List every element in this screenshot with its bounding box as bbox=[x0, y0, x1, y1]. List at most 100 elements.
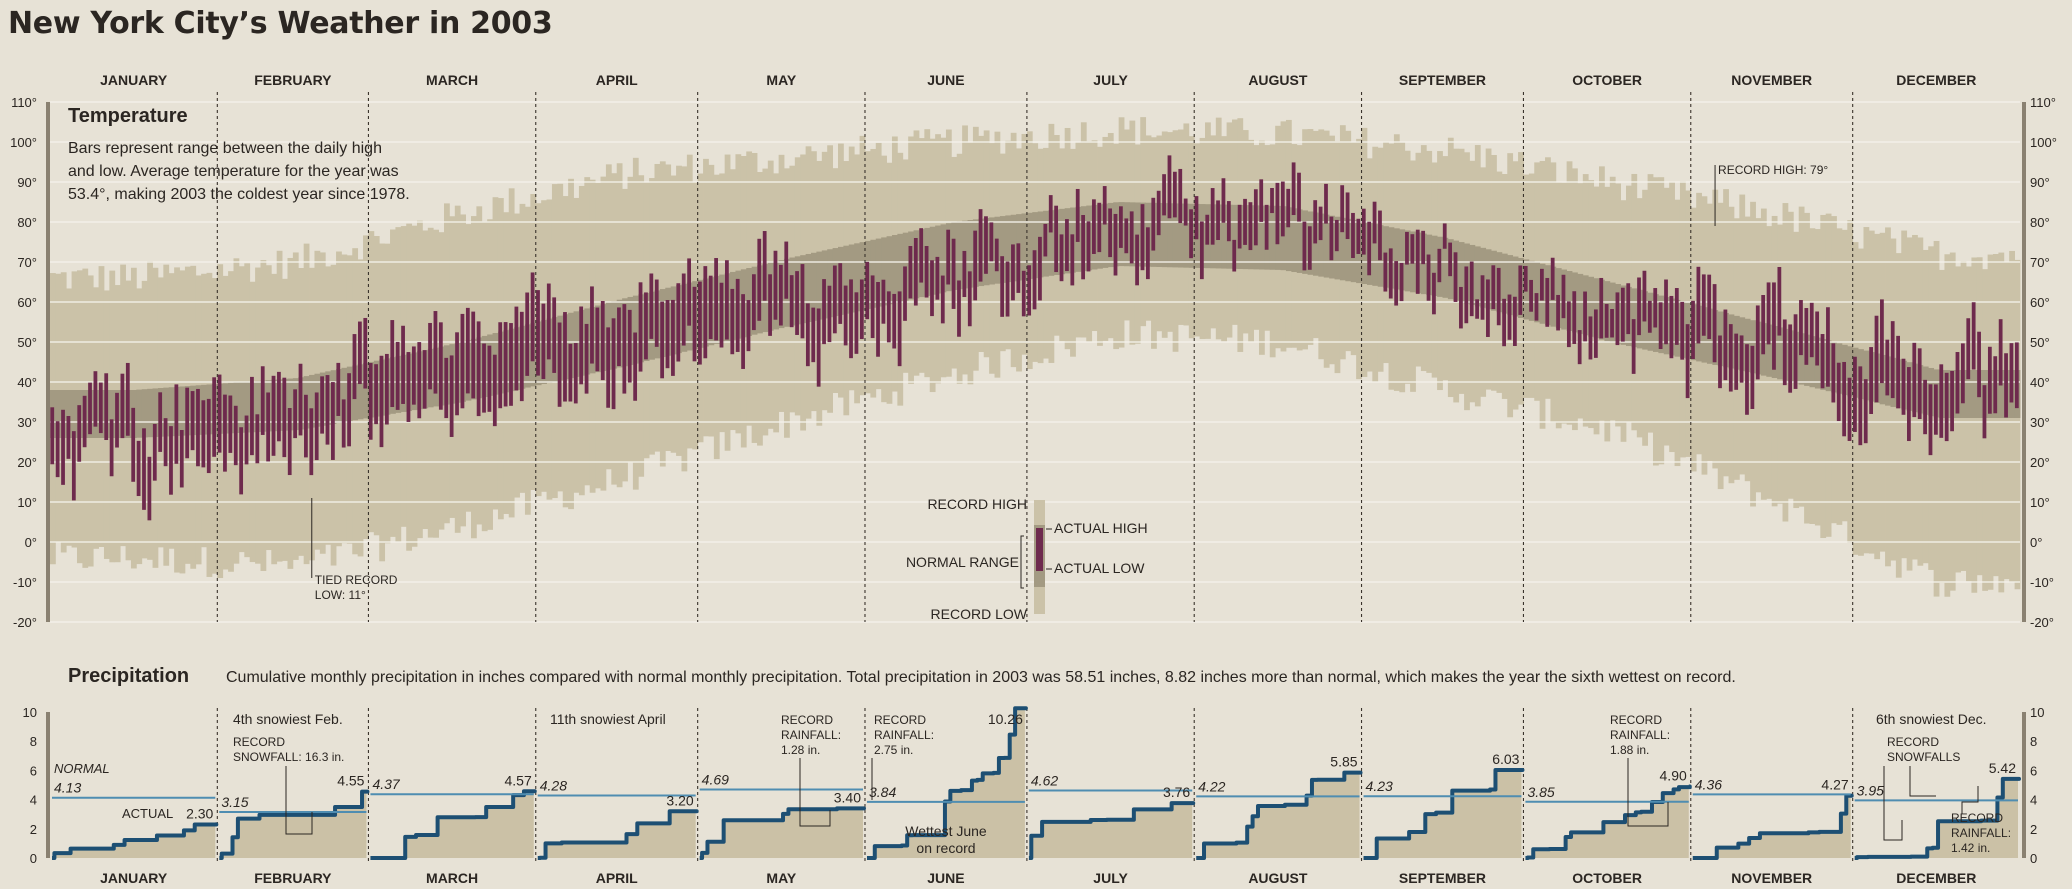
daily-temperature-bar bbox=[1097, 202, 1102, 253]
daily-temperature-bar bbox=[1275, 182, 1280, 245]
daily-temperature-bar bbox=[228, 395, 233, 453]
daily-temperature-bar bbox=[1140, 204, 1145, 271]
daily-temperature-bar bbox=[1761, 295, 1766, 355]
precip-normal-value: 4.36 bbox=[1695, 776, 1722, 792]
daily-temperature-bar bbox=[1361, 208, 1366, 255]
normal-range-bar bbox=[940, 224, 947, 293]
daily-temperature-bar bbox=[50, 407, 55, 465]
precip-normal-value: 4.37 bbox=[372, 776, 400, 792]
legend-actual-low-label: ACTUAL LOW bbox=[1054, 560, 1145, 576]
daily-temperature-bar bbox=[849, 279, 853, 359]
daily-temperature-bar bbox=[336, 362, 341, 416]
daily-temperature-bar bbox=[417, 342, 422, 419]
daily-temperature-bar bbox=[406, 352, 411, 422]
precip-normal-value: 3.84 bbox=[869, 784, 896, 800]
record-range-bar bbox=[1955, 266, 1962, 573]
daily-temperature-bar bbox=[1691, 300, 1695, 360]
main-title: New York City’s Weather in 2003 bbox=[8, 6, 553, 41]
june-wettest-label: Wettest June bbox=[905, 823, 987, 839]
daily-temperature-bar bbox=[1513, 296, 1517, 347]
daily-temperature-bar bbox=[1804, 308, 1809, 365]
precip-y-tick-right: 2 bbox=[2030, 822, 2037, 837]
precip-actual-line bbox=[866, 706, 1028, 860]
normal-range-bar bbox=[141, 389, 148, 438]
left-axis-bar bbox=[46, 102, 50, 622]
daily-temperature-bar bbox=[1944, 372, 1949, 442]
daily-temperature-bar bbox=[525, 292, 530, 376]
daily-temperature-bar bbox=[660, 301, 665, 379]
daily-temperature-bar bbox=[1869, 347, 1874, 415]
daily-temperature-bar bbox=[1226, 201, 1231, 242]
daily-temperature-bar bbox=[946, 229, 951, 285]
normal-range-bar bbox=[816, 251, 823, 320]
daily-temperature-bar bbox=[1378, 210, 1382, 261]
precip-normal-value: 4.69 bbox=[702, 772, 729, 788]
daily-temperature-bar bbox=[1442, 223, 1447, 249]
daily-temperature-bar bbox=[82, 395, 87, 448]
month-label-bottom: OCTOBER bbox=[1572, 870, 1642, 886]
daily-temperature-bar bbox=[951, 238, 956, 309]
precip-y-tick-right: 0 bbox=[2030, 851, 2037, 866]
daily-temperature-bar bbox=[1529, 279, 1533, 312]
daily-temperature-bar bbox=[1674, 288, 1679, 345]
normal-range-bar bbox=[136, 389, 143, 438]
month-label-top: DECEMBER bbox=[1896, 72, 1976, 88]
daily-temperature-bar bbox=[244, 415, 249, 465]
daily-temperature-bar bbox=[897, 291, 902, 367]
precip-y-tick-right: 6 bbox=[2030, 763, 2037, 778]
precip-y-tick-left: 2 bbox=[30, 822, 37, 837]
normal-range-bar bbox=[1167, 203, 1174, 268]
record-high-annotation: RECORD HIGH: 79° bbox=[1718, 163, 1828, 177]
precip-normal-value: 4.22 bbox=[1198, 778, 1225, 794]
daily-temperature-bar bbox=[444, 357, 449, 419]
daily-temperature-bar bbox=[730, 288, 735, 355]
daily-temperature-bar bbox=[266, 392, 271, 462]
daily-temperature-bar bbox=[1054, 205, 1059, 273]
daily-temperature-bar bbox=[1664, 279, 1668, 345]
month-label-top: JANUARY bbox=[100, 72, 168, 88]
daily-temperature-bar bbox=[223, 394, 227, 472]
daily-temperature-bar bbox=[1124, 218, 1129, 254]
daily-temperature-bar bbox=[1826, 307, 1830, 387]
daily-temperature-bar bbox=[1432, 272, 1436, 315]
daily-temperature-bar bbox=[719, 282, 724, 348]
y-tick-label-right: 20° bbox=[2030, 455, 2050, 470]
y-tick-label-left: 70° bbox=[17, 255, 37, 270]
daily-temperature-bar bbox=[584, 323, 589, 394]
daily-temperature-bar bbox=[1405, 231, 1409, 265]
daily-temperature-bar bbox=[1145, 227, 1150, 280]
precip-actual-line bbox=[699, 806, 866, 860]
daily-temperature-bar bbox=[881, 279, 886, 324]
normal-range-bar bbox=[1280, 206, 1287, 271]
daily-temperature-bar bbox=[795, 271, 799, 335]
normal-range-bar bbox=[179, 386, 186, 436]
normal-range-bar bbox=[854, 243, 860, 312]
daily-temperature-bar bbox=[1566, 301, 1571, 348]
month-label-bottom: APRIL bbox=[596, 870, 638, 886]
y-tick-label-left: 30° bbox=[17, 415, 37, 430]
daily-temperature-bar bbox=[1129, 211, 1134, 264]
daily-temperature-bar bbox=[390, 320, 395, 408]
daily-temperature-bar bbox=[136, 440, 141, 497]
daily-temperature-bar bbox=[1480, 275, 1485, 320]
precip-actual-area bbox=[370, 791, 535, 858]
daily-temperature-bar bbox=[1491, 265, 1496, 310]
normal-range-bar bbox=[1507, 255, 1514, 316]
daily-temperature-bar bbox=[935, 256, 940, 300]
oct-rain-label: RECORD bbox=[1610, 713, 1662, 727]
daily-temperature-bar bbox=[568, 343, 573, 402]
normal-range-bar bbox=[1102, 203, 1109, 268]
daily-temperature-bar bbox=[55, 421, 60, 478]
daily-temperature-bar bbox=[1982, 385, 1987, 439]
daily-temperature-bar bbox=[827, 285, 832, 343]
daily-temperature-bar bbox=[352, 334, 357, 400]
precip-y-tick-left: 8 bbox=[30, 734, 37, 749]
daily-temperature-bar bbox=[595, 307, 600, 372]
precip-actual-line bbox=[537, 809, 699, 860]
daily-temperature-bar bbox=[1966, 318, 1971, 380]
daily-temperature-bar bbox=[368, 363, 373, 440]
daily-temperature-bar bbox=[1658, 302, 1663, 350]
daily-temperature-bar bbox=[1782, 319, 1787, 386]
daily-temperature-bar bbox=[1410, 234, 1415, 264]
